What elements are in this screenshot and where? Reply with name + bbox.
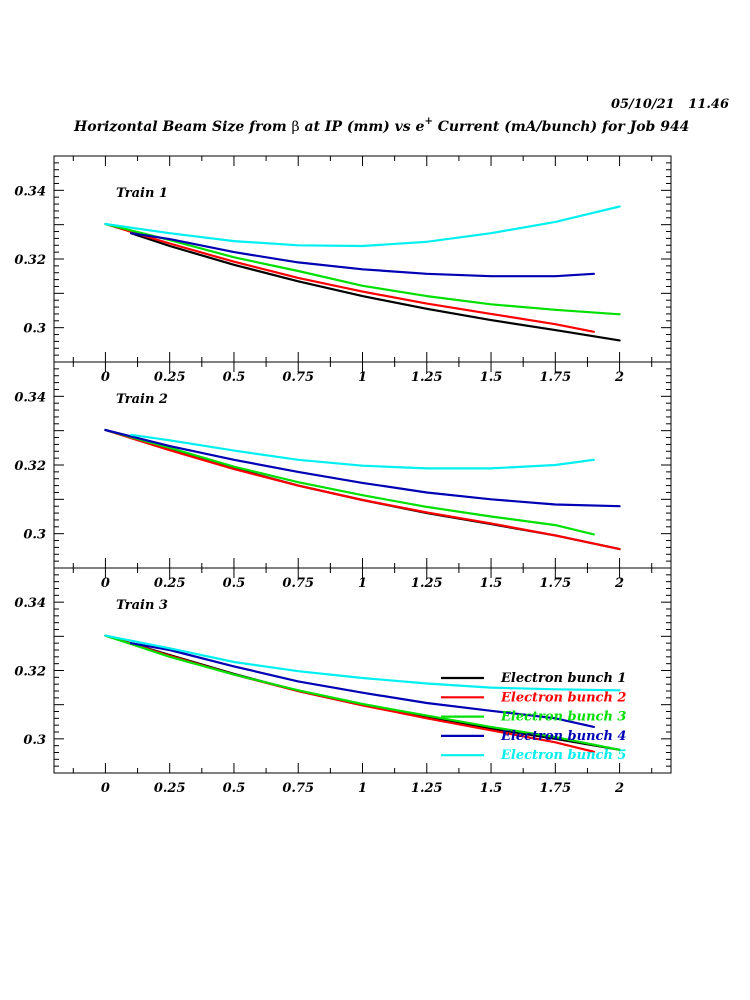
- title-post: Current (mA/bunch) for Job 944: [433, 119, 690, 135]
- series-line: [104, 428, 596, 536]
- x-tick-label: 1.75: [539, 576, 571, 591]
- series-line: [130, 232, 596, 278]
- x-tick-label: 2: [614, 370, 624, 385]
- x-tick-label: 1: [358, 781, 367, 796]
- series-line: [104, 205, 621, 248]
- x-tick-label: 1.25: [411, 370, 443, 385]
- legend-entry: Electron bunch 5: [500, 748, 626, 763]
- y-tick-label: 0.34: [14, 596, 46, 611]
- series-line: [104, 634, 621, 751]
- x-tick-label: 1.5: [480, 576, 503, 591]
- x-tick-label: 0.75: [282, 781, 314, 796]
- y-tick-label: 0.3: [23, 322, 46, 337]
- series-line: [104, 222, 596, 333]
- x-tick-label: 1.75: [539, 781, 571, 796]
- x-tick-label: 0.25: [154, 781, 186, 796]
- x-tick-label: 2: [614, 576, 624, 591]
- x-tick-label: 1.25: [411, 576, 443, 591]
- title-sup: +: [424, 116, 432, 127]
- y-tick-label: 0.32: [14, 253, 46, 268]
- x-tick-label: 0.5: [223, 370, 246, 385]
- chart-title: Horizontal Beam Size from β at IP (mm) v…: [73, 116, 689, 135]
- panel-train-2: 0 0.25 0.5 0.75 1 1.25 1.5 1.75 2 0.3 0.32 0.34 Trai…: [14, 361, 672, 591]
- series-line: [104, 634, 621, 692]
- x-tick-label: 1.5: [480, 781, 503, 796]
- x-tick-label: 0: [101, 781, 110, 796]
- legend-entry: Electron bunch 4: [500, 729, 626, 744]
- series-line: [130, 642, 596, 729]
- y-tick-label: 0.32: [14, 459, 46, 474]
- series-line: [104, 428, 621, 551]
- panel-label: Train 3: [116, 598, 168, 613]
- x-tick-label: 0.25: [154, 370, 186, 385]
- panel-train-3: 0 0.25 0.5 0.75 1 1.25 1.5 1.75 2 0.3 0.32 0.34 Trai…: [14, 567, 672, 796]
- y-tick-label: 0.3: [23, 528, 46, 543]
- x-tick-label: 0.5: [223, 781, 246, 796]
- y-tick-label: 0.32: [14, 665, 46, 680]
- panels: 0 0.25 0.5 0.75 1 1.25 1.5 1.75 20.30.320.34 Trai…: [14, 155, 672, 796]
- y-tick-label: 0.34: [14, 184, 46, 199]
- x-tick-label: 0: [101, 576, 110, 591]
- y-tick-label: 0.3: [23, 733, 46, 748]
- title-pre: Horizontal Beam Size from: [73, 119, 292, 135]
- x-tick-label: 0.5: [223, 576, 246, 591]
- legend: Electron bunch 1 Electron bunch 2 Electron…: [441, 671, 626, 763]
- legend-entry: Electron bunch 3: [500, 710, 626, 725]
- panel-label: Train 2: [116, 392, 168, 407]
- x-tick-label: 0.75: [282, 370, 314, 385]
- x-tick-label: 1.25: [411, 781, 443, 796]
- x-tick-label: 2: [614, 781, 624, 796]
- y-tick-label: 0.34: [14, 390, 46, 405]
- x-tick-label: 1.75: [539, 370, 571, 385]
- series-line: [130, 232, 621, 342]
- title-mid: at IP (mm) vs e: [300, 119, 425, 135]
- x-tick-label: 1: [358, 576, 367, 591]
- title-beta: β: [292, 119, 300, 135]
- legend-entry: Electron bunch 2: [500, 690, 626, 705]
- series-line: [104, 428, 621, 508]
- series-line: [104, 222, 621, 316]
- legend-entry: Electron bunch 1: [500, 671, 626, 686]
- series-line: [130, 433, 596, 470]
- x-tick-label: 0: [101, 370, 110, 385]
- timestamp: 05/10/21 11.46: [611, 97, 729, 112]
- x-tick-label: 1: [358, 370, 367, 385]
- x-tick-label: 0.75: [282, 576, 314, 591]
- x-tick-label: 1.5: [480, 370, 503, 385]
- x-tick-label: 0.25: [154, 576, 186, 591]
- panel-label: Train 1: [116, 186, 168, 201]
- panel-train-1: 0 0.25 0.5 0.75 1 1.25 1.5 1.75 2 0.3 0.32 0.34 Trai…: [14, 155, 672, 385]
